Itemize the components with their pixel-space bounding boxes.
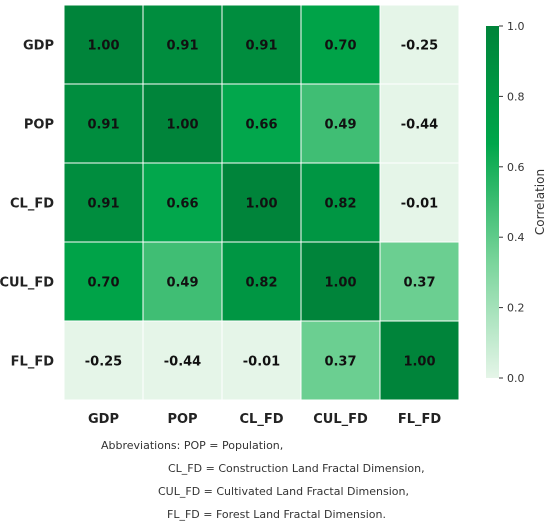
colorbar-label: Correlation [533, 169, 547, 235]
heatmap-cell-cl_fd-fl_fd [379, 162, 460, 243]
cell-value-label: 1.00 [324, 276, 356, 291]
cell-value-label: 0.66 [166, 197, 198, 212]
heatmap-cell-fl_fd-fl_fd [379, 320, 460, 401]
cell-value-label: 1.00 [245, 197, 277, 212]
cell-value-label: 0.91 [245, 39, 277, 54]
abbreviations-line-2: CL_FD = Construction Land Fractal Dimens… [168, 462, 425, 475]
heatmap-cell-cl_fd-cul_fd [300, 162, 381, 243]
colorbar-tick-label: 0.6 [507, 161, 525, 174]
colorbar-tick-label: 0.4 [507, 231, 525, 244]
cell-value-label: 0.37 [403, 276, 435, 291]
cell-value-label: 1.00 [166, 118, 198, 133]
cell-value-label: 1.00 [403, 355, 435, 370]
cell-value-label: 0.91 [166, 39, 198, 54]
heatmap-cell-cul_fd-gdp [63, 241, 144, 322]
cell-value-label: -0.01 [401, 197, 438, 212]
cell-value-label: 0.91 [87, 197, 119, 212]
heatmap-cell-gdp-gdp [63, 4, 144, 85]
heatmap-cell-fl_fd-gdp [63, 320, 144, 401]
column-label: CUL_FD [313, 412, 368, 427]
row-label: CL_FD [10, 197, 54, 212]
cell-value-label: -0.25 [401, 39, 438, 54]
cell-value-label: 1.00 [87, 39, 119, 54]
heatmap-cell-pop-fl_fd [379, 83, 460, 164]
heatmap-cell-cul_fd-fl_fd [379, 241, 460, 322]
heatmap-cell-fl_fd-cl_fd [221, 320, 302, 401]
row-label: FL_FD [11, 355, 55, 370]
cell-value-label: 0.37 [324, 355, 356, 370]
colorbar-tick-label: 0.0 [507, 372, 525, 385]
colorbar [486, 26, 499, 378]
row-label: GDP [23, 39, 54, 54]
cell-value-label: -0.01 [243, 355, 280, 370]
cell-value-label: -0.25 [85, 355, 122, 370]
abbreviations-line-3: CUL_FD = Cultivated Land Fractal Dimensi… [158, 485, 409, 498]
cell-value-label: 0.70 [324, 39, 356, 54]
heatmap-cell-gdp-cl_fd [221, 4, 302, 85]
heatmap-cell-pop-cl_fd [221, 83, 302, 164]
column-label: GDP [88, 412, 119, 427]
cell-value-label: -0.44 [401, 118, 438, 133]
heatmap-cell-gdp-pop [142, 4, 223, 85]
cell-value-label: 0.91 [87, 118, 119, 133]
cell-value-label: 0.49 [166, 276, 198, 291]
abbreviations-line-1: Abbreviations: POP = Population, [101, 439, 284, 452]
heatmap-cell-gdp-fl_fd [379, 4, 460, 85]
column-label: FL_FD [398, 412, 442, 427]
heatmap-cell-gdp-cul_fd [300, 4, 381, 85]
abbreviations-line-4: FL_FD = Forest Land Fractal Dimension. [167, 508, 386, 521]
heatmap-cell-cul_fd-cul_fd [300, 241, 381, 322]
row-label: POP [24, 118, 54, 133]
correlation-heatmap: 1.00 0.91 0.91 0.70 -0.25 0.91 1.00 0.66 0.49 -0.… [0, 4, 547, 427]
cell-value-label: 0.66 [245, 118, 277, 133]
heatmap-cell-cl_fd-cl_fd [221, 162, 302, 243]
cell-value-label: 0.49 [324, 118, 356, 133]
cell-value-label: 0.70 [87, 276, 119, 291]
heatmap-cell-cul_fd-cl_fd [221, 241, 302, 322]
cell-value-label: 0.82 [324, 197, 356, 212]
row-label: CUL_FD [0, 276, 54, 291]
column-label: CL_FD [240, 412, 284, 427]
heatmap-cell-fl_fd-pop [142, 320, 223, 401]
column-label: POP [167, 412, 197, 427]
cell-value-label: 0.82 [245, 276, 277, 291]
heatmap-cell-pop-gdp [63, 83, 144, 164]
heatmap-cell-cl_fd-pop [142, 162, 223, 243]
cell-value-label: -0.44 [164, 355, 201, 370]
heatmap-cell-cul_fd-pop [142, 241, 223, 322]
colorbar-tick-label: 0.8 [507, 90, 525, 103]
colorbar-tick-label: 0.2 [507, 302, 525, 315]
colorbar-tick-label: 1.0 [507, 20, 525, 33]
